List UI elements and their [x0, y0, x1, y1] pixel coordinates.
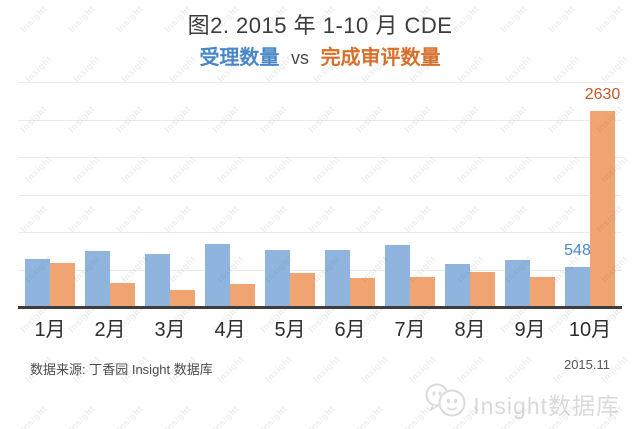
bar-accepted [445, 264, 470, 308]
watermark-text: Insight [306, 403, 337, 429]
x-axis-label: 8月 [454, 319, 486, 341]
watermark-text: Insight [359, 353, 390, 385]
x-axis-line [18, 306, 622, 309]
watermark-text: Insight [354, 403, 385, 429]
watermark-text: Insight [258, 403, 289, 429]
brand-logo-text: Insight数据库 [473, 392, 620, 419]
chart-subtitle: 受理数量 vs 完成审评数量 [0, 41, 640, 70]
legend-reviewed-label: 完成审评数量 [320, 47, 441, 69]
watermark-text: Insight [311, 353, 342, 385]
x-axis-label: 6月 [334, 319, 366, 341]
watermark-text: Insight [66, 403, 97, 429]
gridline [18, 194, 622, 196]
watermark-text: Insight [263, 353, 294, 385]
bar-reviewed [50, 263, 75, 308]
bar-accepted [25, 258, 50, 308]
watermark-text: Insight [210, 403, 241, 429]
bar-reviewed [110, 282, 135, 308]
watermark-text: Insight [162, 403, 193, 429]
bar-accepted [385, 244, 410, 308]
bar-reviewed [170, 290, 195, 308]
bar-reviewed [350, 278, 375, 308]
bar-accepted [325, 249, 350, 308]
bar-accepted [85, 251, 110, 308]
footer-source: 数据来源: 丁香园 Insight 数据库 [30, 362, 213, 377]
gridline [18, 82, 622, 83]
bar-accepted [565, 266, 590, 308]
gridline [18, 232, 622, 233]
gridline [18, 157, 622, 158]
bar-reviewed [470, 272, 495, 308]
legend-accepted-label: 受理数量 [199, 47, 280, 69]
x-axis-label: 9月 [514, 319, 546, 341]
footer-date: 2015.11 [563, 357, 610, 372]
bar-accepted [205, 244, 230, 308]
gridline [18, 119, 622, 121]
legend-vs-label: vs [291, 48, 309, 68]
watermark-text: Insight [18, 403, 49, 429]
bar-reviewed [530, 276, 555, 308]
bar-reviewed [410, 277, 435, 308]
x-axis-label: 3月 [154, 319, 186, 341]
bar-value-label: 548 [564, 241, 591, 259]
gridline [18, 269, 622, 271]
watermark-text: Insight [114, 403, 145, 429]
plot-area: 548 2630 [18, 82, 622, 308]
x-axis-label: 2月 [94, 319, 126, 341]
bar-reviewed [230, 284, 255, 308]
brand-logo: Insight数据库 [423, 380, 620, 427]
bar-accepted [505, 260, 530, 308]
x-axis-label: 7月 [394, 319, 426, 341]
chat-bubble-faces-icon [423, 380, 469, 427]
x-axis-label: 5月 [274, 319, 306, 341]
x-axis-label: 10月 [568, 319, 612, 341]
x-axis-labels: 1月 2月 3月 4月 5月 6月 7月 8月 9月 10月 [18, 313, 622, 341]
watermark-text: Insight [215, 353, 246, 385]
bar-reviewed [590, 110, 615, 308]
bar-value-label: 2630 [584, 85, 621, 103]
bar-accepted [265, 249, 290, 308]
x-axis-label: 4月 [214, 319, 246, 341]
bar-reviewed [290, 273, 315, 308]
x-axis-label: 1月 [34, 319, 66, 341]
chart-title: 图2. 2015 年 1-10 月 CDE [187, 13, 453, 38]
bar-accepted [145, 254, 170, 308]
